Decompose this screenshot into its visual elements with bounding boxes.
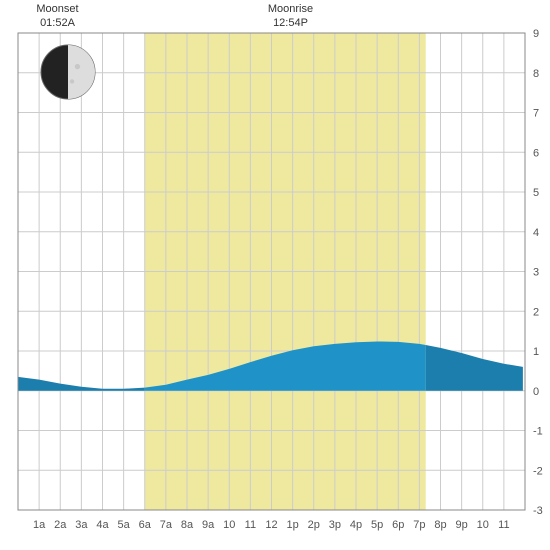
chart-svg: -3-2-101234567891a2a3a4a5a6a7a8a9a101112… (0, 0, 550, 550)
x-tick-label: 11 (498, 519, 509, 531)
y-tick-label: 7 (533, 108, 539, 120)
y-tick-label: 2 (533, 306, 539, 318)
x-tick-label: 2a (54, 519, 67, 531)
x-tick-label: 2p (308, 519, 320, 531)
x-tick-label: 10 (477, 519, 489, 531)
x-tick-label: 5a (118, 519, 131, 531)
y-tick-label: 3 (533, 267, 539, 279)
x-tick-label: 3p (329, 519, 341, 531)
moonset-label: Moonset (36, 3, 78, 15)
x-tick-label: 12 (265, 519, 277, 531)
x-tick-label: 1p (287, 519, 299, 531)
moonrise-time: 12:54P (273, 17, 308, 29)
y-tick-label: 0 (533, 386, 539, 398)
x-tick-label: 10 (223, 519, 235, 531)
y-tick-label: -3 (533, 505, 543, 517)
moon-phase-icon (41, 45, 95, 99)
moonrise-label: Moonrise (268, 3, 313, 15)
y-tick-label: -2 (533, 465, 543, 477)
x-tick-label: 6a (139, 519, 152, 531)
x-tick-label: 3a (75, 519, 88, 531)
y-tick-label: -1 (533, 426, 543, 438)
x-tick-label: 8a (181, 519, 194, 531)
y-tick-label: 5 (533, 187, 539, 199)
x-tick-label: 8p (434, 519, 446, 531)
x-tick-label: 6p (392, 519, 404, 531)
x-tick-label: 7p (413, 519, 425, 531)
x-tick-label: 1a (33, 519, 46, 531)
y-tick-label: 6 (533, 147, 539, 159)
x-tick-label: 9p (456, 519, 468, 531)
y-tick-label: 4 (533, 227, 539, 239)
x-tick-label: 9a (202, 519, 215, 531)
x-tick-label: 11 (245, 519, 256, 531)
y-tick-label: 1 (533, 346, 539, 358)
y-tick-label: 8 (533, 68, 539, 80)
moonset-time: 01:52A (40, 17, 76, 29)
x-tick-label: 5p (371, 519, 383, 531)
x-tick-label: 4a (96, 519, 109, 531)
x-tick-label: 7a (160, 519, 173, 531)
x-tick-label: 4p (350, 519, 362, 531)
y-tick-label: 9 (533, 28, 539, 40)
tide-moon-chart: -3-2-101234567891a2a3a4a5a6a7a8a9a101112… (0, 0, 550, 550)
